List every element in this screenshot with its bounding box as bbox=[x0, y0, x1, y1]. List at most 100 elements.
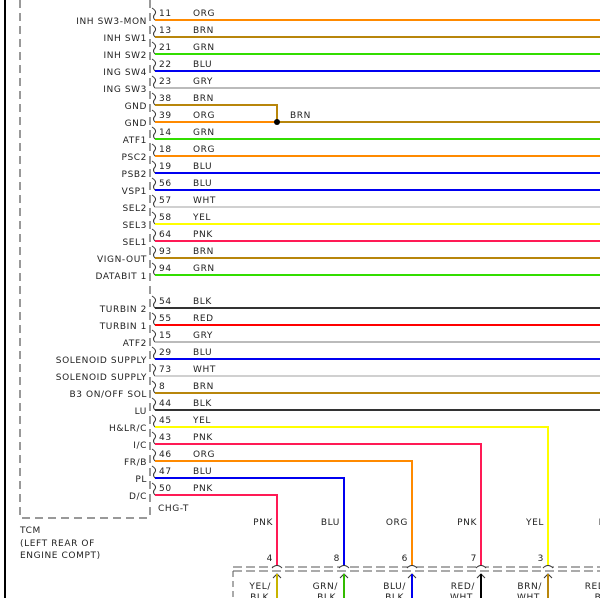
mate-wire-label: BLK bbox=[250, 593, 269, 598]
pin-terminal bbox=[151, 75, 157, 89]
wire-color-label: BLK bbox=[193, 399, 212, 409]
pin-name: VIGN-OUT bbox=[97, 255, 147, 265]
drop-wire-label: BLU bbox=[321, 518, 340, 528]
splice-dot bbox=[274, 119, 280, 125]
mate-wire-label: WHT bbox=[450, 593, 473, 598]
pin-number: 29 bbox=[159, 348, 172, 358]
pin-number: 73 bbox=[159, 365, 172, 375]
drop-pin-number: 8 bbox=[334, 554, 340, 564]
pin-name: B3 ON/OFF SOL bbox=[69, 390, 147, 400]
mate-wire-label: YEL/ bbox=[248, 582, 271, 592]
wire-yel bbox=[155, 426, 549, 566]
pin-terminal bbox=[151, 7, 157, 21]
pin-name: INH SW1 bbox=[103, 34, 147, 44]
wire-color-label: PNK bbox=[193, 230, 213, 240]
wire-org bbox=[155, 460, 413, 566]
pin-name: GND bbox=[125, 102, 147, 112]
drop-wire-label: BL bbox=[599, 518, 600, 528]
pin-name: ATF1 bbox=[123, 136, 147, 146]
pin-terminal bbox=[151, 312, 157, 326]
pin-number: 44 bbox=[159, 399, 172, 409]
pin-terminal bbox=[151, 295, 157, 309]
wire-color-label: ORG bbox=[193, 9, 215, 19]
drop-wire-label: PNK bbox=[253, 518, 273, 528]
pin-name: GND bbox=[125, 119, 147, 129]
pin-number: 23 bbox=[159, 77, 172, 87]
pin-number: 21 bbox=[159, 43, 172, 53]
pin-name: TURBIN 2 bbox=[99, 305, 147, 315]
pin-number: 15 bbox=[159, 331, 172, 341]
pin-terminal bbox=[151, 262, 157, 276]
drop-wire-label: ORG bbox=[386, 518, 408, 528]
wire-color-label: GRN bbox=[193, 43, 215, 53]
pin-terminal bbox=[151, 92, 157, 106]
pin-number: 56 bbox=[159, 179, 172, 189]
drop-pin-number: 7 bbox=[471, 554, 477, 564]
pin-number: 64 bbox=[159, 230, 172, 240]
pin-name: FR/B bbox=[124, 458, 147, 468]
pin-name: PSB2 bbox=[122, 170, 147, 180]
pin-terminal bbox=[151, 482, 157, 496]
pin-terminal bbox=[151, 448, 157, 462]
wire-color-label: ORG bbox=[193, 111, 215, 121]
pin-name: VSP1 bbox=[122, 187, 147, 197]
pin-terminal bbox=[151, 177, 157, 191]
pin-name: PL bbox=[135, 475, 147, 485]
pin-number: 57 bbox=[159, 196, 172, 206]
pin-terminal bbox=[338, 565, 350, 569]
pin-name: I/C bbox=[133, 441, 147, 451]
pin-terminal bbox=[151, 24, 157, 38]
drop-pin-number: 3 bbox=[538, 554, 544, 564]
pin-number: 22 bbox=[159, 60, 172, 70]
pin-name: ING SW3 bbox=[103, 85, 147, 95]
tcm-location: ENGINE COMPT) bbox=[20, 551, 101, 561]
wire-color-label: YEL bbox=[192, 416, 211, 426]
pin-name: DATABIT 1 bbox=[96, 272, 148, 282]
pin-name: ATF2 bbox=[123, 339, 147, 349]
mate-wire-label: BLU/ bbox=[383, 582, 406, 592]
wire-color-label: YEL bbox=[192, 213, 211, 223]
wire-color-label: BLU bbox=[193, 467, 212, 477]
pin-number: 38 bbox=[159, 94, 172, 104]
wire-color-label: BLU bbox=[193, 179, 212, 189]
wire-color-label: RED bbox=[193, 314, 214, 324]
wire-color-label: ORG bbox=[193, 450, 215, 460]
mate-wire-label: BL bbox=[595, 593, 600, 598]
wire-color-label: ORG bbox=[193, 145, 215, 155]
pin-number: 58 bbox=[159, 213, 172, 223]
wire-color-label: GRY bbox=[193, 77, 213, 87]
wire-color-label: BRN bbox=[193, 247, 214, 257]
drop-wire-label: PNK bbox=[457, 518, 477, 528]
pin-name: LU bbox=[135, 407, 147, 417]
pin-terminal bbox=[151, 380, 157, 394]
pin-name: TURBIN 1 bbox=[99, 322, 147, 332]
pin-name: SOLENOID SUPPLY bbox=[56, 356, 147, 366]
wire-color-label: WHT bbox=[193, 196, 216, 206]
pin-terminal bbox=[151, 363, 157, 377]
pin-terminal bbox=[151, 41, 157, 55]
pin-terminal bbox=[151, 228, 157, 242]
pin-number: 54 bbox=[159, 297, 172, 307]
pin-terminal bbox=[151, 245, 157, 259]
mate-wire-label: WHT bbox=[517, 593, 540, 598]
pin-name: INH SW2 bbox=[103, 51, 147, 61]
pin-number: 55 bbox=[159, 314, 172, 324]
pin-terminal bbox=[151, 194, 157, 208]
pin-name: PSC2 bbox=[121, 153, 147, 163]
drop-wire-label: YEL bbox=[525, 518, 544, 528]
pin-name: ING SW4 bbox=[103, 68, 147, 78]
pin-terminal bbox=[151, 160, 157, 174]
wire-color-label: PNK bbox=[193, 433, 213, 443]
pin-name: H&LR/C bbox=[109, 424, 147, 434]
pin-terminal bbox=[271, 565, 283, 569]
drop-pin-number: 6 bbox=[402, 554, 408, 564]
pin-number: 94 bbox=[159, 264, 172, 274]
pin-number: 46 bbox=[159, 450, 172, 460]
pin-terminal bbox=[151, 143, 157, 157]
pin-number: 11 bbox=[159, 9, 172, 19]
pin-terminal bbox=[151, 346, 157, 360]
pin-number: 18 bbox=[159, 145, 172, 155]
wire-blu bbox=[155, 477, 345, 566]
wire-color-label: BLU bbox=[193, 162, 212, 172]
